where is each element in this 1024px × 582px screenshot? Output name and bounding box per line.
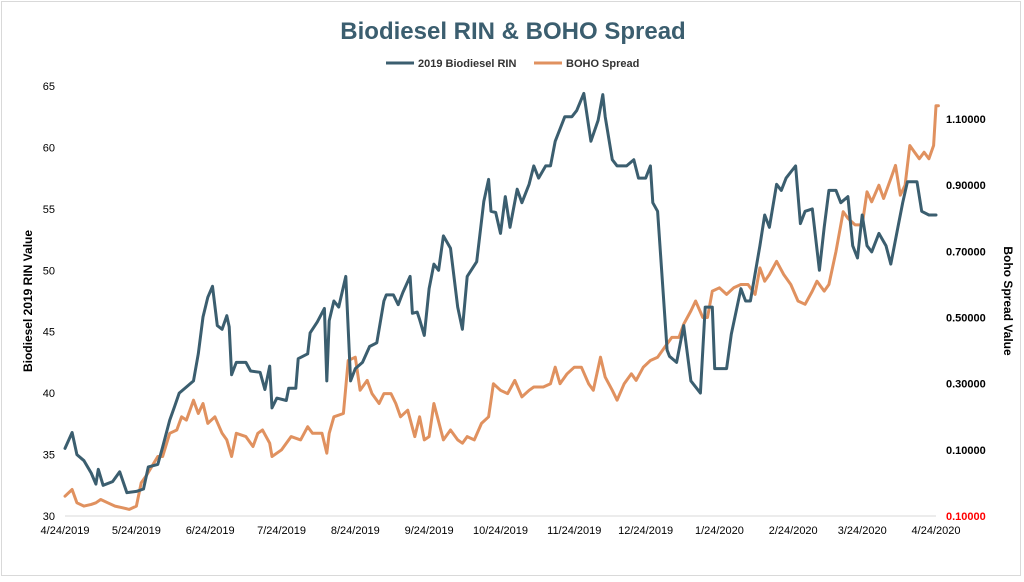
x-tick-label: 3/24/2020	[838, 525, 887, 537]
y-left-tick-label: 35	[43, 450, 55, 462]
x-tick-label: 1/24/2020	[695, 525, 744, 537]
legend-label-rin: 2019 Biodiesel RIN	[418, 58, 516, 70]
y-right-tick-label: 0.10000	[946, 511, 986, 523]
y-left-tick-label: 55	[43, 204, 55, 216]
x-tick-label: 2/24/2020	[769, 525, 818, 537]
plot-area	[63, 91, 940, 511]
legend-label-boho: BOHO Spread	[566, 58, 639, 70]
x-tick-label: 5/24/2019	[112, 525, 161, 537]
y-right-tick-label: 0.70000	[946, 246, 986, 258]
x-tick-label: 12/24/2019	[618, 525, 673, 537]
x-tick-label: 11/24/2019	[547, 525, 601, 537]
series-line-rin	[63, 91, 938, 495]
x-tick-label: 9/24/2019	[405, 525, 454, 537]
y-left-tick-label: 50	[43, 265, 55, 277]
x-tick-label: 4/24/2019	[41, 525, 90, 537]
y-axis-right-label: Boho Spread Value	[1001, 246, 1015, 356]
x-tick-label: 10/24/2019	[473, 525, 528, 537]
x-tick-label: 8/24/2019	[331, 525, 380, 537]
x-axis-ticks: 4/24/2019 5/24/2019 6/24/2019 7/24/2019 8/24…	[41, 525, 961, 537]
x-tick-label: 4/24/2020	[912, 525, 961, 537]
y-axis-left-ticks: 30 35 40 45 50 55 60 65	[43, 81, 55, 523]
x-tick-label: 7/24/2019	[257, 525, 306, 537]
y-left-tick-label: 60	[43, 142, 55, 154]
y-right-tick-label: 0.50000	[946, 313, 986, 325]
y-left-tick-label: 40	[43, 388, 55, 400]
y-axis-left-label: Biodiesel 2019 RIN Value	[21, 230, 35, 372]
y-left-tick-label: 65	[43, 81, 55, 93]
x-tick-label: 6/24/2019	[186, 525, 235, 537]
y-right-tick-label: 0.30000	[946, 379, 986, 391]
series-line-boho	[63, 104, 940, 511]
legend-item-boho: BOHO Spread	[534, 58, 639, 70]
y-axis-right-ticks: 0.10000 0.10000 0.30000 0.50000 0.70000 0.900…	[946, 114, 986, 523]
chart-title: Biodiesel RIN & BOHO Spread	[340, 18, 685, 45]
y-right-tick-label: 1.10000	[946, 114, 986, 126]
legend: 2019 Biodiesel RIN BOHO Spread	[386, 58, 639, 70]
y-right-tick-label: 0.10000	[946, 445, 986, 457]
y-right-tick-label: 0.90000	[946, 180, 986, 192]
legend-item-rin: 2019 Biodiesel RIN	[386, 58, 516, 70]
y-left-tick-label: 30	[43, 511, 55, 523]
y-left-tick-label: 45	[43, 327, 55, 339]
